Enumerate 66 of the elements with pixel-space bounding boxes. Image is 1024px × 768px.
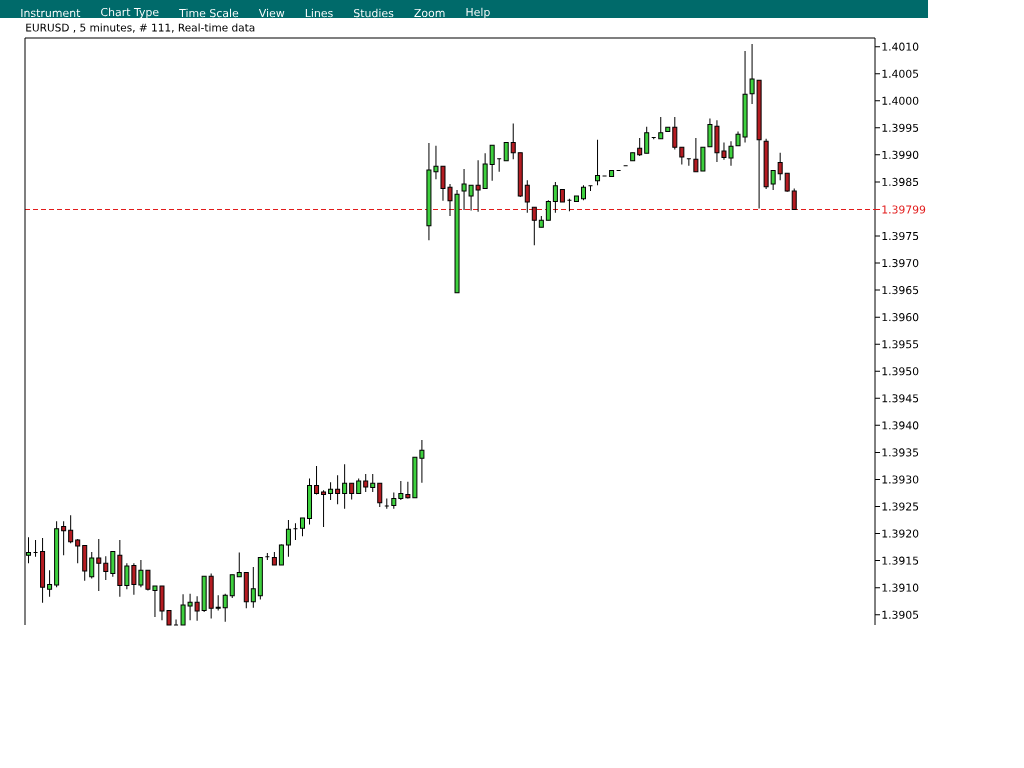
- candlestick: [285, 519, 291, 558]
- candlestick: [644, 126, 650, 154]
- y-tick-label: 1.3940: [882, 421, 919, 430]
- y-tick-label: 1.3950: [882, 367, 919, 376]
- candlestick: [335, 474, 341, 505]
- candlestick: [384, 497, 390, 510]
- y-tick-label: 1.4005: [882, 69, 919, 78]
- candlestick: [314, 465, 320, 496]
- y-tick-label: 1.3935: [882, 448, 919, 457]
- text: View: [258, 8, 285, 18]
- text: Zoom: [414, 8, 445, 18]
- y-tick-label: 1.3925: [882, 502, 919, 511]
- candlestick: [68, 514, 74, 544]
- candlestick: [89, 551, 95, 579]
- y-tick-label: 1.3905: [882, 610, 919, 619]
- candlestick: [531, 206, 537, 246]
- candlestick: [777, 152, 783, 181]
- candlestick: [342, 463, 348, 510]
- y-tick-label: 1.3910: [882, 583, 919, 592]
- y-tick-label: 1.3975: [882, 231, 919, 241]
- text: Time Scale: [179, 8, 239, 18]
- candlestick: [110, 550, 116, 578]
- y-tick-label: 1.3990: [882, 150, 919, 159]
- candlestick: [96, 538, 102, 592]
- y-tick-label: 1.3965: [882, 286, 919, 295]
- candlestick: [278, 543, 284, 566]
- candlestick: [595, 139, 601, 186]
- candlestick: [545, 199, 551, 221]
- candlestick: [173, 619, 179, 626]
- text: Instrument: [21, 8, 81, 18]
- y-tick-label: 1.3985: [882, 177, 919, 186]
- candlestick: [236, 552, 242, 578]
- y-tick-label: 1.3955: [882, 340, 919, 349]
- candlestick: [377, 482, 383, 508]
- text: Studies: [354, 8, 394, 18]
- text: Chart Type: [101, 7, 159, 19]
- candlestick: [524, 179, 530, 214]
- y-tick-label: 1.4010: [882, 42, 919, 51]
- candlestick: [103, 555, 109, 581]
- candlestick: [552, 181, 558, 214]
- text: Lines: [305, 8, 333, 18]
- candlestick: [47, 569, 53, 598]
- candlestick: [658, 116, 664, 140]
- y-tick-label: 1.3970: [882, 258, 919, 268]
- candlestick: [398, 480, 404, 501]
- candlestick: [222, 593, 228, 623]
- ref-line-label: 1.39799: [882, 205, 926, 214]
- y-tick-label: 1.3915: [882, 556, 919, 565]
- candlestick: [75, 538, 81, 564]
- candlestick: [321, 489, 327, 528]
- y-tick-label: 1.4000: [882, 96, 919, 105]
- text: Help: [466, 7, 490, 19]
- chart-title: EURUSD , 5 minutes, # 111, Real-time data: [26, 23, 255, 33]
- y-tick-label: 1.3995: [882, 123, 919, 132]
- candlestick: [61, 520, 67, 556]
- candlestick: [503, 141, 509, 162]
- candlestick: [672, 116, 678, 150]
- candlestick: [250, 566, 256, 609]
- y-tick-label: 1.3920: [882, 529, 919, 538]
- candlestick: [299, 517, 305, 537]
- y-tick-label: 1.3960: [882, 313, 919, 322]
- candlestick: [229, 574, 235, 599]
- y-tick-label: 1.3930: [882, 475, 919, 484]
- y-tick-label: 1.3945: [882, 394, 919, 403]
- candlestick: [784, 172, 790, 193]
- candlestick: [510, 122, 516, 160]
